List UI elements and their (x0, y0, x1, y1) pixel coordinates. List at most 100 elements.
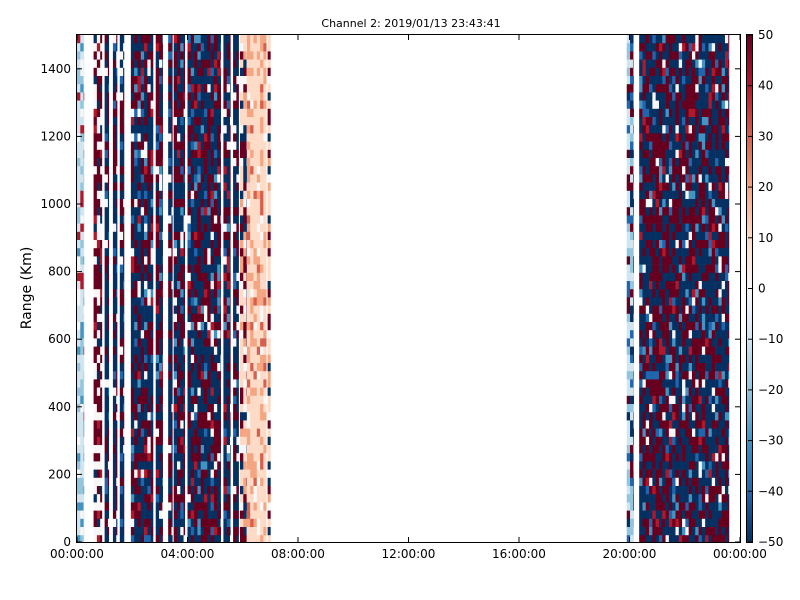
heatmap-cell (652, 510, 656, 520)
heatmap-cell (123, 420, 125, 429)
heatmap-cell (147, 477, 151, 487)
heatmap-cell (243, 166, 247, 175)
heatmap-cell (253, 313, 258, 323)
heatmap-cell (119, 207, 124, 216)
heatmap-cell (140, 223, 145, 233)
heatmap-cell (263, 92, 267, 101)
heatmap-cell (116, 174, 118, 183)
heatmap-cell (253, 420, 258, 429)
heatmap-cell (116, 420, 118, 429)
heatmap-cell (715, 125, 719, 134)
heatmap-cell (267, 215, 271, 224)
heatmap-cell (116, 207, 118, 216)
heatmap-cell (123, 469, 125, 479)
heatmap-cell (652, 43, 656, 52)
heatmap-cell (230, 190, 231, 200)
heatmap-cell (626, 223, 631, 233)
heatmap-cell (187, 297, 192, 306)
heatmap-cell (639, 264, 643, 274)
heatmap-cell (207, 281, 211, 290)
heatmap-cell (187, 125, 192, 134)
heatmap-cell (250, 412, 254, 421)
heatmap-cell (236, 346, 239, 356)
heatmap-cell (267, 502, 271, 511)
heatmap-cell (236, 322, 239, 331)
heatmap-cell (695, 518, 699, 528)
heatmap-cell (213, 535, 218, 543)
heatmap-cell (190, 43, 195, 52)
heatmap-cell (180, 330, 184, 339)
heatmap-cell (171, 215, 173, 224)
heatmap-cell (698, 43, 703, 52)
heatmap-cell (645, 166, 650, 175)
heatmap-cell (675, 59, 680, 69)
heatmap-cell (116, 182, 118, 192)
heatmap-cell (210, 51, 215, 60)
heatmap-cell (662, 158, 666, 167)
heatmap-cell (93, 428, 98, 438)
heatmap-cell (642, 264, 647, 274)
heatmap-cell (217, 420, 221, 429)
heatmap-cell (256, 346, 261, 356)
heatmap-cell (639, 199, 643, 208)
heatmap-cell (256, 445, 261, 454)
heatmap-cell (77, 527, 81, 536)
heatmap-cell (150, 494, 154, 503)
heatmap-cell (267, 322, 271, 331)
heatmap-cell (223, 248, 228, 257)
heatmap-cell (80, 289, 84, 298)
heatmap-cell (130, 363, 135, 372)
heatmap-cell (112, 281, 117, 290)
heatmap-cell (230, 100, 231, 110)
heatmap-cell (642, 190, 647, 200)
heatmap-cell (250, 436, 254, 446)
heatmap-cell (150, 125, 154, 134)
heatmap-cell (93, 330, 98, 339)
heatmap-cell (698, 207, 703, 216)
heatmap-cell (649, 354, 653, 364)
heatmap-cell (204, 313, 208, 323)
heatmap-cell (236, 535, 239, 543)
heatmap-cell (633, 313, 634, 323)
heatmap-cell (701, 215, 706, 224)
heatmap-cell (698, 322, 703, 331)
heatmap-cell (96, 264, 101, 274)
heatmap-cell (256, 43, 261, 52)
heatmap-cell (678, 133, 683, 142)
heatmap-cell (633, 379, 634, 388)
heatmap-cell (233, 215, 237, 224)
heatmap-cell (194, 469, 198, 479)
heatmap-cell (190, 395, 195, 405)
heatmap-cell (147, 363, 151, 372)
heatmap-cell (150, 100, 154, 110)
heatmap-cell (263, 240, 267, 249)
heatmap-cell (642, 51, 647, 60)
heatmap-cell (226, 461, 231, 470)
heatmap-cell (134, 428, 138, 438)
heatmap-cell (171, 272, 173, 282)
heatmap-cell (112, 51, 117, 60)
heatmap-cell (147, 108, 151, 118)
heatmap-cell (112, 125, 117, 134)
heatmap-cell (176, 51, 181, 60)
heatmap-cell (253, 486, 258, 495)
heatmap-cell (708, 215, 713, 224)
heatmap-cell (123, 141, 125, 151)
heatmap-cell (183, 297, 186, 306)
heatmap-cell (100, 158, 103, 167)
heatmap-cell (173, 117, 178, 126)
heatmap-cell (705, 535, 709, 543)
heatmap-cell (685, 207, 689, 216)
heatmap-cell (213, 166, 218, 175)
heatmap-cell (116, 387, 118, 397)
heatmap-cell (639, 248, 643, 257)
heatmap-cell (263, 477, 267, 487)
heatmap-cell (698, 420, 703, 429)
heatmap-cell (200, 330, 205, 339)
heatmap-cell (137, 84, 142, 93)
heatmap-cell (183, 469, 186, 479)
heatmap-cell (116, 477, 118, 487)
heatmap-cell (112, 412, 117, 421)
heatmap-cell (675, 412, 680, 421)
heatmap-cell (668, 387, 673, 397)
